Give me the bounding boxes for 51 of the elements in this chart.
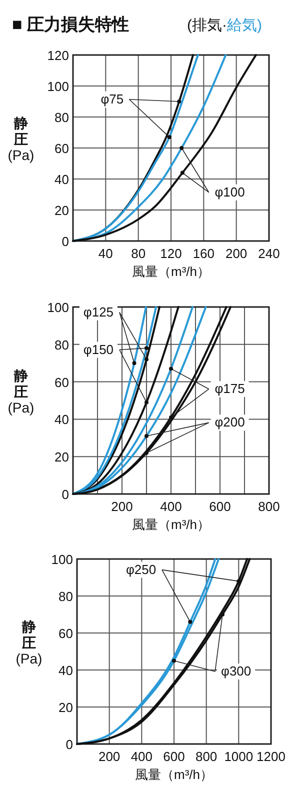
text: φ75 [100, 91, 124, 106]
x-tick-label: 1200 [256, 749, 286, 764]
y-tick-label: 0 [62, 487, 69, 502]
text: φ200 [214, 414, 245, 430]
y-tick-label: 80 [54, 337, 69, 352]
y-tick-label: 120 [47, 48, 69, 63]
text: φ175 [214, 381, 245, 396]
text: φ250 [126, 562, 156, 577]
y-axis-title: 静圧 (Pa) [8, 368, 34, 416]
y-tick-label: 20 [54, 203, 69, 218]
text: φ125 [83, 304, 114, 320]
x-tick-label: 200 [225, 246, 248, 261]
x-axis-title: 風量（m³/h） [132, 517, 210, 532]
chart-title: ■ 圧力損失特性 [12, 15, 129, 34]
y-tick-label: 80 [58, 589, 73, 604]
x-axis-title: 風量（m³/h） [135, 767, 213, 782]
chart-subtitle: (排気·給気) [187, 17, 262, 34]
y-axis-title: 静圧 (Pa) [8, 115, 34, 163]
y-tick-label: 60 [58, 626, 73, 641]
x-tick-label: 800 [195, 749, 218, 764]
x-tick-label: 800 [258, 499, 280, 514]
y-tick-label: 40 [58, 663, 73, 678]
y-tick-label: 0 [66, 737, 73, 752]
y-axis-title: 静圧 (Pa) [16, 618, 42, 666]
text: φ150 [83, 342, 114, 357]
text: φ300 [221, 664, 252, 679]
x-tick-label: 40 [98, 246, 113, 261]
x-tick-label: 1000 [224, 749, 254, 764]
x-tick-label: 600 [163, 749, 185, 764]
y-tick-label: 100 [47, 300, 69, 315]
y-tick-label: 80 [54, 110, 69, 125]
x-tick-label: 400 [130, 749, 153, 764]
y-tick-label: 20 [54, 450, 69, 465]
y-tick-label: 100 [51, 552, 73, 567]
x-tick-label: 80 [131, 246, 146, 261]
y-tick-label: 40 [54, 412, 69, 428]
x-tick-label: 400 [160, 499, 182, 514]
x-tick-label: 160 [192, 246, 215, 261]
x-tick-label: 200 [111, 499, 133, 514]
y-tick-label: 60 [54, 141, 69, 156]
x-tick-label: 120 [160, 246, 182, 261]
y-tick-label: 20 [58, 700, 73, 715]
y-tick-label: 100 [47, 79, 69, 94]
x-tick-label: 200 [98, 749, 120, 764]
y-tick-label: 60 [54, 374, 69, 390]
x-tick-label: 600 [209, 499, 231, 514]
x-axis-title: 風量（m³/h） [132, 264, 210, 279]
x-tick-label: 240 [258, 246, 280, 261]
text: φ100 [214, 184, 245, 200]
y-tick-label: 40 [54, 172, 69, 187]
y-tick-label: 0 [62, 234, 69, 249]
